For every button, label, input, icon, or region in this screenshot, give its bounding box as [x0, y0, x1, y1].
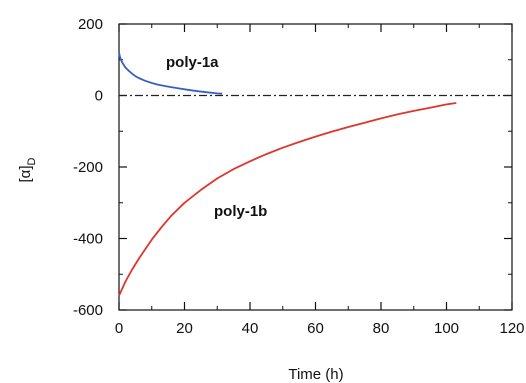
y-tick-label: 0 [95, 88, 103, 105]
x-tick-label: 80 [373, 320, 390, 337]
axis-ticks [118, 23, 513, 311]
x-tick-label: 100 [434, 320, 459, 337]
x-tick-label: 0 [115, 320, 123, 337]
x-tick-label: 60 [307, 320, 324, 337]
x-tick-label: 120 [499, 320, 524, 337]
series-label-compound: 1a [202, 54, 219, 71]
y-tick-label: -200 [73, 159, 103, 176]
y-tick-label: -600 [73, 302, 103, 319]
x-tick-label: 20 [176, 320, 193, 337]
y-axis-title-subscript: D [26, 157, 38, 165]
series-line-1a [118, 52, 223, 95]
series-label-prefix: poly- [214, 203, 250, 220]
y-tick-label: -400 [73, 231, 103, 248]
series-label-prefix: poly- [166, 54, 202, 71]
series-label-compound: 1b [250, 203, 268, 220]
x-axis-title: Time (h) [288, 366, 343, 383]
y-tick-label: 200 [78, 16, 103, 33]
x-tick-label: 40 [242, 320, 259, 337]
series-label-1a: poly-1a [166, 54, 219, 71]
y-axis-title-main: [α] [17, 165, 34, 182]
tick-labels: 0 20 40 60 80 100 120 -600 -400 -200 0 200 [73, 16, 525, 337]
series-line-1b [118, 102, 457, 297]
series-lines [118, 52, 457, 297]
y-axis-title: [α]D [17, 157, 38, 182]
series-label-1b: poly-1b [214, 203, 267, 220]
